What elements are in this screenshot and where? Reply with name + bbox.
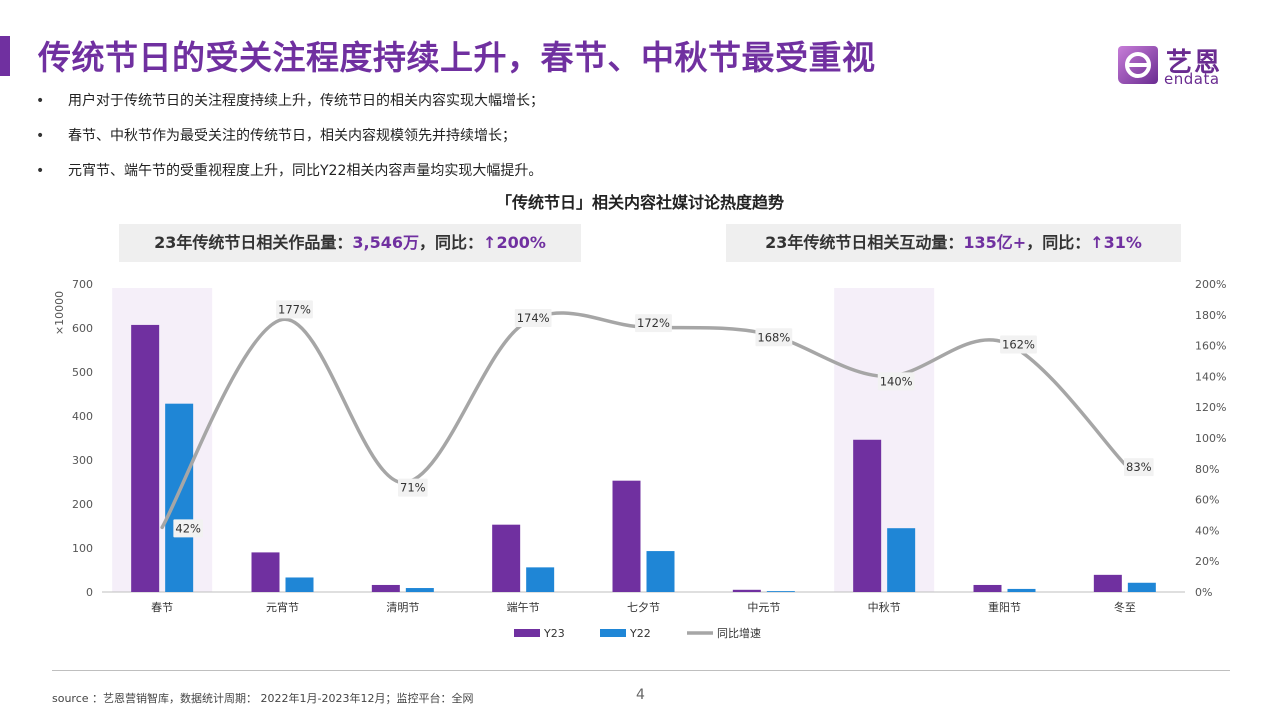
legend-swatch-0 bbox=[514, 629, 540, 637]
page-title: 传统节日的受关注程度持续上升，春节、中秋节最受重视 bbox=[38, 38, 876, 77]
bar-y22-0 bbox=[165, 403, 194, 592]
bar-y23-0 bbox=[131, 324, 160, 592]
bar-y22-6 bbox=[887, 528, 916, 592]
source-note: source ：艺恩营销智库，数据统计周期： 2022年1月-2023年12月；… bbox=[52, 692, 474, 705]
line-label-bg-2 bbox=[398, 478, 428, 497]
line-data-label-6: 140% bbox=[880, 374, 913, 388]
x-tick-label: 重阳节 bbox=[988, 600, 1021, 614]
legend-label-1: Y22 bbox=[629, 627, 651, 640]
kpi-value: 3,546万 bbox=[352, 233, 420, 252]
kpi-label: 23年传统节日相关互动量： bbox=[765, 233, 964, 252]
logo-text-en: endata bbox=[1164, 70, 1220, 88]
line-data-label-8: 83% bbox=[1126, 460, 1152, 474]
kpi-mid: ，同比： bbox=[1026, 233, 1091, 252]
kpi-label: 23年传统节日相关作品量： bbox=[154, 233, 353, 252]
line-label-bg-5 bbox=[755, 328, 793, 347]
line-label-bg-4 bbox=[635, 314, 672, 333]
y2-tick-label: 20% bbox=[1195, 555, 1219, 568]
x-tick-label: 元宵节 bbox=[266, 600, 299, 614]
bar-y23-3 bbox=[492, 524, 521, 592]
bar-y23-5 bbox=[732, 589, 761, 592]
line-data-label-3: 174% bbox=[517, 311, 550, 325]
bar-y22-7 bbox=[1007, 588, 1036, 592]
bar-y23-7 bbox=[973, 584, 1002, 592]
x-tick-label: 端午节 bbox=[507, 601, 540, 614]
line-label-bg-7 bbox=[1000, 335, 1037, 354]
bar-y23-6 bbox=[853, 439, 882, 592]
chart-title: 「传统节日」相关内容社媒讨论热度趋势 bbox=[495, 193, 784, 212]
bullet-item: 用户对于传统节日的关注程度持续上升，传统节日的相关内容实现大幅增长； bbox=[36, 92, 544, 110]
y-tick-label: 400 bbox=[72, 410, 93, 423]
bar-y23-1 bbox=[251, 552, 280, 592]
y-tick-label: 300 bbox=[72, 454, 93, 467]
bar-y23-2 bbox=[371, 584, 400, 592]
line-label-bg-1 bbox=[276, 300, 313, 319]
y2-tick-label: 140% bbox=[1195, 370, 1226, 383]
line-label-bg-0 bbox=[173, 519, 203, 538]
x-tick-label: 春节 bbox=[151, 601, 173, 614]
kpi-growth: ↑200% bbox=[483, 233, 546, 252]
bar-y23-8 bbox=[1093, 574, 1122, 592]
kpi-mid: ，同比： bbox=[419, 233, 484, 252]
kpi-growth: ↑31% bbox=[1090, 233, 1142, 252]
summary-bullets: 用户对于传统节日的关注程度持续上升，传统节日的相关内容实现大幅增长； 春节、中秋… bbox=[36, 92, 544, 197]
line-label-bg-8 bbox=[1124, 458, 1154, 477]
y2-tick-label: 180% bbox=[1195, 309, 1226, 322]
y2-tick-label: 200% bbox=[1195, 278, 1226, 291]
logo-text-cn: 艺恩 bbox=[1166, 48, 1223, 78]
bar-y22-1 bbox=[285, 577, 314, 592]
line-data-label-5: 168% bbox=[757, 330, 790, 344]
y2-tick-label: 80% bbox=[1195, 463, 1219, 476]
x-tick-label: 七夕节 bbox=[627, 601, 660, 614]
line-data-label-0: 42% bbox=[175, 521, 201, 535]
festival-trend-chart: 0 100 200 300 400 500 600 700 0% 20% 40% 60% 80% 100%… bbox=[53, 278, 1226, 640]
y2-tick-label: 100% bbox=[1195, 432, 1226, 445]
x-tick-label: 冬至 bbox=[1114, 600, 1136, 614]
y-tick-label: 700 bbox=[72, 278, 93, 291]
y-tick-label: 100 bbox=[72, 542, 93, 555]
line-label-bg-3 bbox=[514, 309, 552, 328]
y2-tick-label: 160% bbox=[1195, 340, 1226, 353]
endata-logo-icon bbox=[1118, 46, 1158, 84]
kpi-interaction-volume: 23年传统节日相关互动量：135亿+，同比：↑31% bbox=[726, 224, 1181, 262]
kpi-value: 135亿+ bbox=[963, 233, 1027, 252]
y-tick-label: 600 bbox=[72, 322, 93, 335]
legend-label-0: Y23 bbox=[543, 627, 565, 640]
line-label-bg-6 bbox=[877, 372, 915, 391]
bar-y22-3 bbox=[526, 567, 555, 592]
highlight-band-0 bbox=[112, 288, 213, 592]
endata-logo: 艺恩 endata bbox=[1114, 40, 1244, 90]
highlight-band-6 bbox=[834, 288, 935, 592]
footer-divider bbox=[52, 670, 1230, 671]
kpi-works-volume: 23年传统节日相关作品量：3,546万，同比：↑200% bbox=[119, 224, 581, 262]
y-tick-label: 0 bbox=[86, 586, 93, 599]
bar-y22-2 bbox=[405, 588, 434, 592]
line-data-label-2: 71% bbox=[400, 481, 426, 495]
bullet-item: 元宵节、端午节的受重视程度上升，同比Y22相关内容声量均实现大幅提升。 bbox=[36, 162, 544, 180]
y2-tick-label: 40% bbox=[1195, 524, 1219, 537]
y-tick-label: 200 bbox=[72, 498, 93, 511]
line-data-label-7: 162% bbox=[1002, 338, 1035, 352]
y2-tick-label: 120% bbox=[1195, 401, 1226, 414]
y-unit-label: ×10000 bbox=[53, 291, 66, 335]
y2-tick-label: 0% bbox=[1195, 586, 1212, 599]
legend-label-2: 同比增速 bbox=[717, 626, 761, 640]
x-tick-label: 中秋节 bbox=[868, 600, 901, 614]
line-data-label-1: 177% bbox=[278, 302, 311, 316]
bullet-item: 春节、中秋节作为最受关注的传统节日，相关内容规模领先并持续增长； bbox=[36, 127, 544, 145]
title-accent-bar bbox=[0, 36, 10, 76]
x-tick-label: 清明节 bbox=[386, 601, 419, 614]
legend-swatch-1 bbox=[600, 629, 626, 637]
line-data-label-4: 172% bbox=[637, 316, 670, 330]
bar-y22-4 bbox=[646, 551, 675, 592]
y2-tick-label: 60% bbox=[1195, 494, 1219, 507]
y-tick-label: 500 bbox=[72, 366, 93, 379]
bar-y22-5 bbox=[766, 591, 795, 592]
x-tick-label: 中元节 bbox=[747, 601, 780, 614]
yoy-growth-line bbox=[160, 311, 1127, 530]
bar-y22-8 bbox=[1127, 582, 1156, 592]
bar-y23-4 bbox=[612, 480, 641, 592]
page-number: 4 bbox=[636, 687, 645, 703]
